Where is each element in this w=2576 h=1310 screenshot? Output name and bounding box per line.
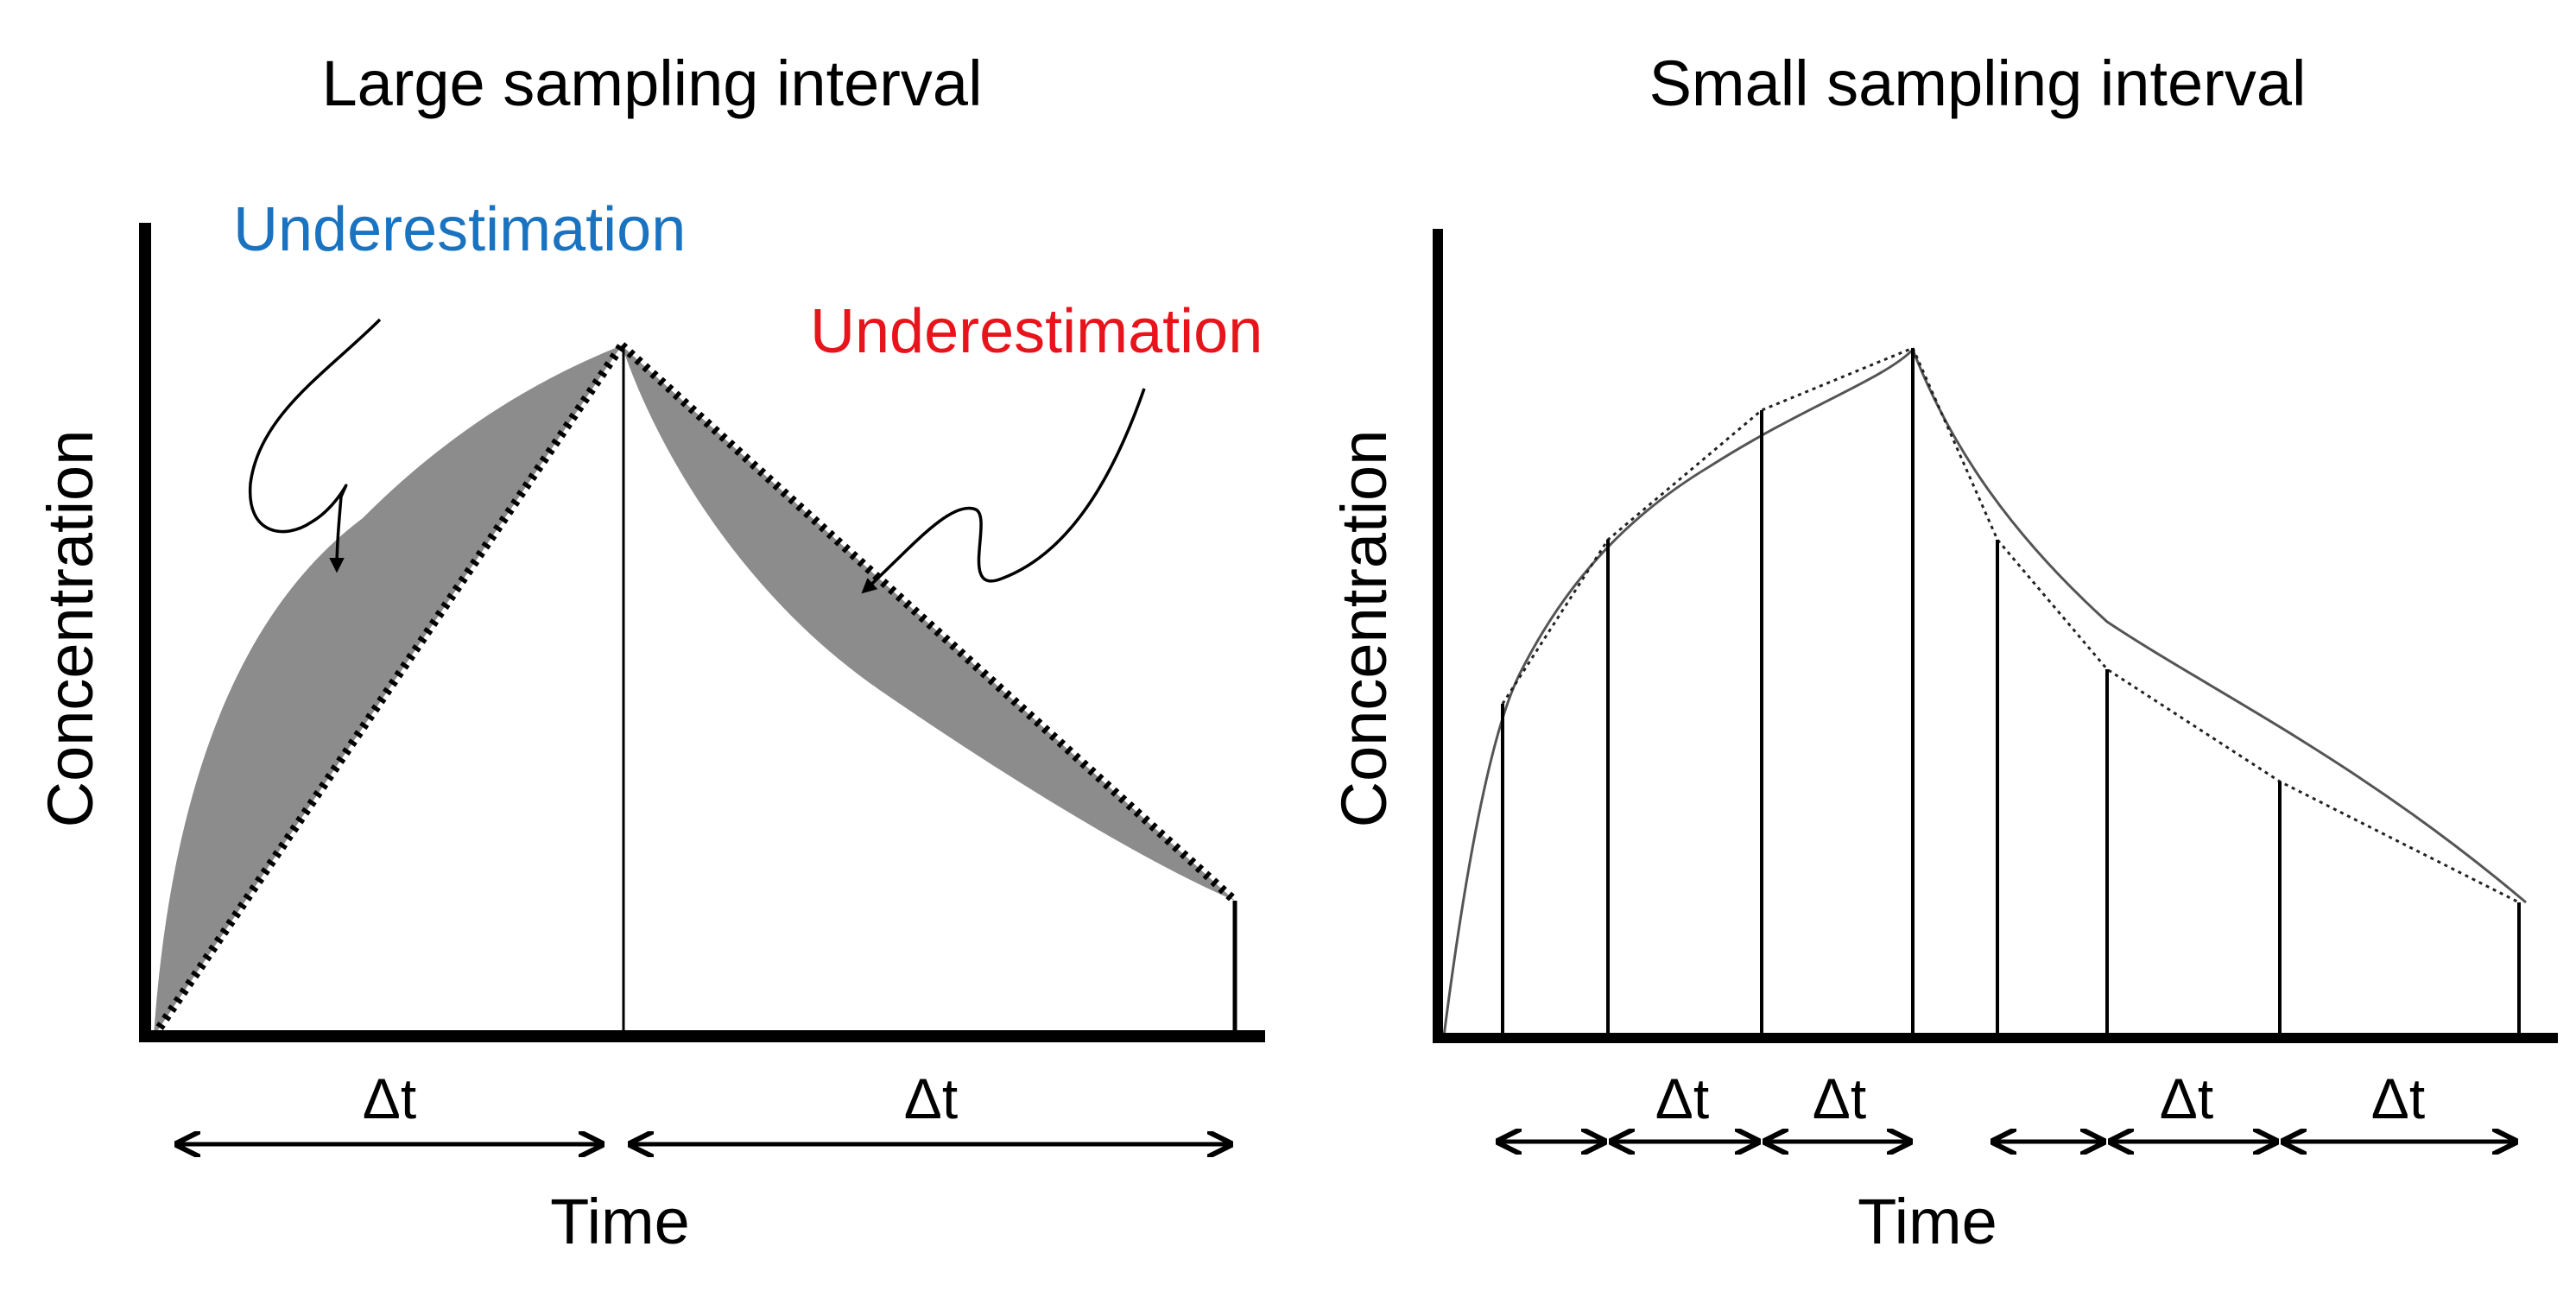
right-x-axis-label: Time xyxy=(1858,1186,1997,1257)
right-panel-title: Small sampling interval xyxy=(1649,47,2307,119)
right-y-axis-label: Concentration xyxy=(1328,430,1400,828)
fall-error-area xyxy=(622,345,1235,901)
sampled-curve xyxy=(1501,346,2520,904)
true-concentration-curve xyxy=(1442,347,2527,1037)
fall-pointer-arrow xyxy=(861,388,1146,594)
sampled-rise-line xyxy=(149,343,626,1039)
left-interval-label-2: Δt xyxy=(904,1066,958,1130)
left-y-axis-label: Concentration xyxy=(35,430,106,828)
right-interval-label-1: Δt xyxy=(1655,1066,1709,1130)
left-x-axis-label: Time xyxy=(550,1186,690,1257)
right-panel: Small sampling interval Concentration Ti… xyxy=(1328,47,2558,1257)
left-interval-label-1: Δt xyxy=(363,1066,416,1130)
rise-pointer-arrow xyxy=(249,318,382,573)
right-interval-label-4: Δt xyxy=(2371,1066,2425,1130)
fall-underestimation-label: Underestimation xyxy=(810,297,1263,366)
rise-underestimation-label: Underestimation xyxy=(233,195,686,264)
left-panel: Large sampling interval Concentration Ti… xyxy=(35,47,1265,1257)
right-interval-label-3: Δt xyxy=(2160,1066,2213,1130)
left-panel-title: Large sampling interval xyxy=(321,47,982,119)
sampled-fall-line xyxy=(618,342,1238,904)
right-interval-label-2: Δt xyxy=(1813,1066,1866,1130)
